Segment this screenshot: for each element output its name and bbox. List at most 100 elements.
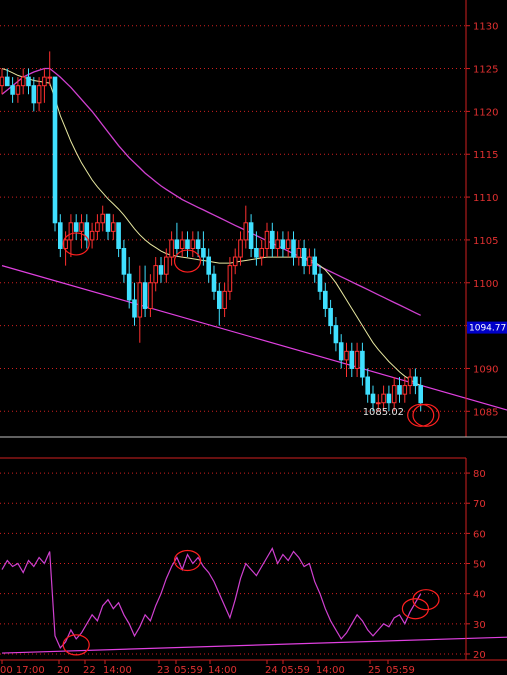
- candle-body: [227, 265, 233, 292]
- indicator-line: [1, 546, 422, 649]
- time-tick-label: 05:59: [281, 665, 310, 675]
- candle-body: [68, 222, 74, 241]
- candle-body: [20, 76, 26, 87]
- candle-body: [174, 239, 180, 249]
- time-tick-label: 20: [57, 665, 70, 675]
- candle: [100, 205, 106, 232]
- candle-body: [179, 239, 185, 249]
- candle-body: [381, 393, 386, 404]
- candle: [111, 214, 116, 240]
- time-tick-label: 23: [157, 665, 170, 675]
- candle: [84, 214, 90, 249]
- candle: [291, 231, 296, 266]
- candle-body: [121, 247, 127, 275]
- candle-body: [222, 290, 227, 309]
- indicator-circle: [62, 634, 90, 656]
- candle: [116, 222, 121, 258]
- candle-body: [402, 385, 408, 395]
- indicator-circle: [412, 589, 440, 611]
- candle-body: [333, 325, 339, 344]
- ma-magenta-line: [1, 67, 421, 316]
- candle: [169, 231, 174, 266]
- candle: [158, 257, 164, 283]
- price-grid: [0, 25, 466, 412]
- price-tick-label: 1115: [473, 150, 498, 161]
- candle: [365, 368, 370, 403]
- candle: [153, 257, 158, 292]
- moving-averages: [1, 67, 421, 387]
- candle-body: [370, 393, 376, 404]
- candle: [232, 248, 238, 275]
- time-tick-label: 05:59: [386, 665, 415, 675]
- candle: [174, 222, 180, 258]
- candle: [238, 231, 243, 266]
- price-tick-label: 1085: [473, 407, 498, 418]
- candle-body: [259, 247, 264, 258]
- current-price-label: 1094.77: [469, 324, 506, 334]
- candle-body: [285, 239, 291, 249]
- candle-body: [217, 290, 222, 309]
- candle: [264, 222, 270, 258]
- candle-body: [5, 76, 10, 87]
- time-tick-label: 24: [265, 665, 278, 675]
- indicator-trendline-segment: [1, 636, 507, 654]
- time-tick-label: 14:00: [208, 665, 237, 675]
- candle-body: [142, 282, 148, 309]
- candle-body: [391, 385, 397, 404]
- candle: [217, 282, 222, 326]
- candle-body: [10, 85, 15, 95]
- candle: [402, 377, 408, 403]
- candle: [47, 51, 53, 86]
- candle-body: [243, 222, 249, 241]
- price-circle: [412, 403, 440, 427]
- candle: [328, 299, 333, 335]
- price-panel: 1085109010951100110511101115112011251130…: [0, 0, 507, 459]
- candle: [354, 342, 360, 378]
- price-tick-label: 1100: [473, 279, 498, 290]
- candle: [323, 282, 328, 318]
- price-trendline-segment: [1, 265, 507, 411]
- candle-body: [365, 376, 370, 395]
- candle: [52, 76, 58, 232]
- candle-body: [232, 256, 238, 267]
- candle-body: [190, 239, 196, 249]
- candle-body: [126, 273, 132, 301]
- price-circle: [62, 232, 90, 256]
- candle: [95, 214, 100, 240]
- candle: [126, 257, 132, 309]
- candle: [259, 239, 264, 266]
- low-annotation: 1085.02: [363, 407, 404, 418]
- candle-body: [270, 230, 275, 249]
- time-tick-label: 05:59: [174, 665, 203, 675]
- indicator-series: [1, 546, 422, 649]
- candle: [211, 265, 217, 300]
- candle: [312, 248, 317, 283]
- candle-body: [148, 282, 153, 309]
- time-tick-label: 14:00: [316, 665, 345, 675]
- candle-body: [397, 385, 402, 395]
- candle: [227, 257, 233, 300]
- candle: [164, 248, 169, 283]
- candle: [360, 342, 365, 386]
- candle-body: [185, 239, 190, 249]
- candle: [338, 334, 344, 369]
- time-tick-label: 22: [83, 665, 96, 675]
- candles: [0, 51, 423, 412]
- candle: [243, 205, 249, 249]
- candle-body: [360, 350, 365, 378]
- indicator-panel: 20 30 40 50 60 70 80: [0, 458, 507, 661]
- candle-body: [317, 273, 323, 292]
- candle-body: [254, 247, 259, 258]
- indicator-grid: [0, 472, 466, 655]
- candle: [121, 239, 127, 283]
- candle: [73, 214, 79, 240]
- ma-yellow-line: [1, 68, 421, 387]
- candle-body: [0, 76, 5, 87]
- candle: [68, 214, 74, 258]
- indicator-circle: [173, 549, 202, 572]
- candle: [10, 77, 15, 103]
- candle: [222, 282, 227, 318]
- candle: [391, 377, 397, 412]
- price-tick-label: 1130: [473, 22, 498, 33]
